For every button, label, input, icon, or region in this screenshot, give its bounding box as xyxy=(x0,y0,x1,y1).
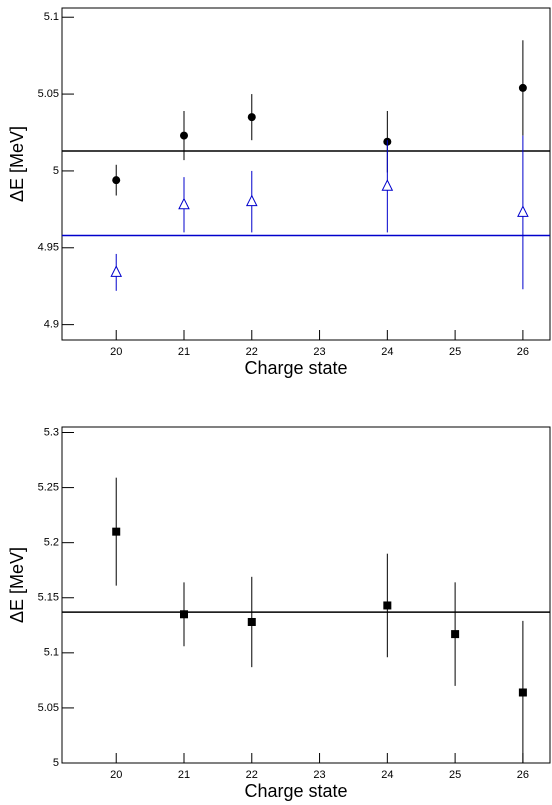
y-axis-title: ΔE [MeV] xyxy=(7,547,27,623)
x-axis-title: Charge state xyxy=(244,781,347,801)
panel: 20 21 22 23 24 25 26 4.9 4.95 5 5.05 5.1 Charge stat… xyxy=(7,7,551,378)
y-axis-title: ΔE [MeV] xyxy=(7,126,27,202)
point xyxy=(381,179,394,191)
point xyxy=(178,197,190,210)
y-tick-label: 5.05 xyxy=(38,702,59,714)
x-tick-label: 26 xyxy=(517,769,529,781)
point xyxy=(451,630,460,639)
y-tick-label: 5.1 xyxy=(44,647,59,659)
point xyxy=(112,527,121,536)
x-tick-label: 24 xyxy=(381,346,393,358)
plot-frame xyxy=(61,426,551,764)
y-tick-label: 5.1 xyxy=(44,11,59,23)
point xyxy=(180,131,188,140)
y-tick-label: 4.95 xyxy=(38,242,59,254)
point xyxy=(518,83,527,92)
point xyxy=(518,688,527,697)
x-tick-label: 26 xyxy=(517,346,529,358)
x-tick-label: 21 xyxy=(178,346,190,358)
point xyxy=(180,610,188,619)
plot-area xyxy=(62,40,550,291)
x-tick-label: 24 xyxy=(381,769,393,781)
y-tick-label: 5.3 xyxy=(44,426,59,438)
point xyxy=(383,601,392,610)
x-tick-label: 22 xyxy=(246,346,258,358)
x-axis-title: Charge state xyxy=(244,358,347,378)
x-tick-label: 21 xyxy=(178,769,190,781)
panel: 20 21 22 23 24 25 26 5 5.05 5.1 5.15 5.2 5.25 5.3 Char… xyxy=(7,426,551,801)
x-tick-label: 20 xyxy=(110,346,122,358)
y-tick-label: 5.25 xyxy=(38,481,59,493)
x-tick-label: 25 xyxy=(449,769,461,781)
x-tick-label: 23 xyxy=(313,346,325,358)
x-tick-label: 23 xyxy=(313,769,325,781)
y-tick-label: 5 xyxy=(53,165,59,177)
point xyxy=(517,205,529,217)
x-tick-label: 22 xyxy=(246,769,258,781)
x-tick-label: 25 xyxy=(449,346,461,358)
y-tick-label: 5.15 xyxy=(38,592,59,604)
y-tick-label: 5.2 xyxy=(44,537,59,549)
y-tick-label: 5.05 xyxy=(38,88,59,100)
point xyxy=(247,617,256,626)
point xyxy=(110,265,123,277)
point xyxy=(112,176,121,185)
plot-frame xyxy=(61,7,551,341)
point xyxy=(247,113,256,122)
x-tick-label: 20 xyxy=(110,769,122,781)
point xyxy=(245,194,258,207)
y-tick-label: 5 xyxy=(53,757,59,769)
plot-area xyxy=(62,477,550,763)
y-tick-label: 4.9 xyxy=(44,319,59,331)
